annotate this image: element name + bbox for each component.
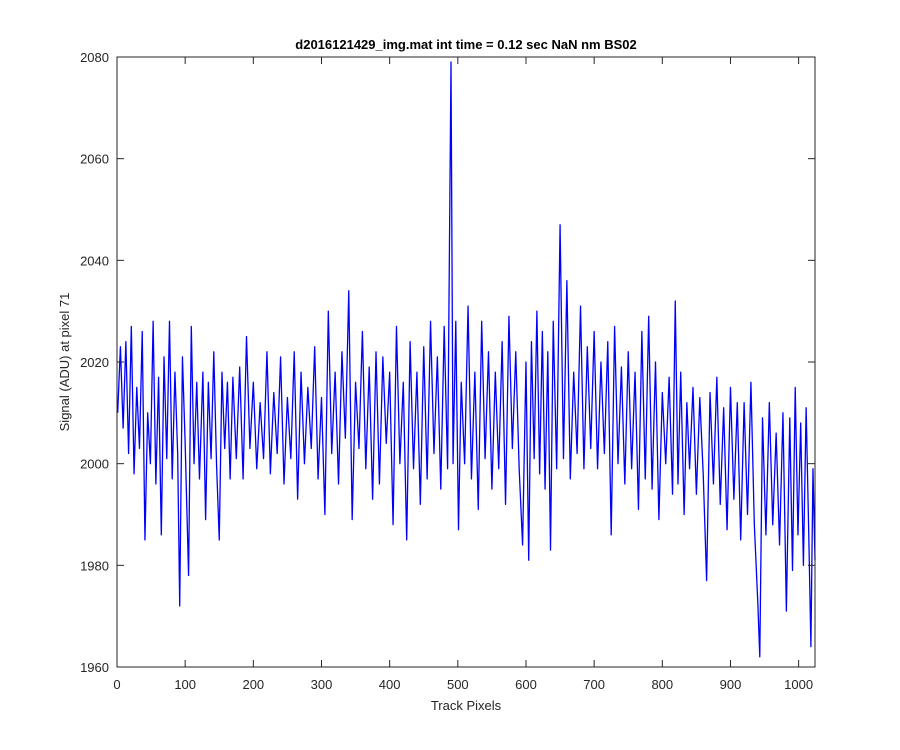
x-tick-label: 300 xyxy=(311,677,333,692)
x-tick-label: 800 xyxy=(651,677,673,692)
y-tick-label: 1980 xyxy=(80,558,109,573)
y-tick-label: 2040 xyxy=(80,253,109,268)
x-tick-label: 100 xyxy=(174,677,196,692)
x-tick-label: 200 xyxy=(242,677,264,692)
x-tick-label: 0 xyxy=(113,677,120,692)
x-tick-label: 1000 xyxy=(784,677,813,692)
x-tick-label: 600 xyxy=(515,677,537,692)
x-tick-label: 700 xyxy=(583,677,605,692)
y-axis-label: Signal (ADU) at pixel 71 xyxy=(57,293,72,432)
chart-title: d2016121429_img.mat int time = 0.12 sec … xyxy=(295,37,636,52)
y-tick-label: 2060 xyxy=(80,152,109,167)
x-tick-label: 400 xyxy=(379,677,401,692)
x-tick-label: 500 xyxy=(447,677,469,692)
data-line xyxy=(117,61,816,658)
y-tick-label: 1960 xyxy=(80,660,109,675)
x-axis-label: Track Pixels xyxy=(431,698,502,713)
y-tick-label: 2000 xyxy=(80,457,109,472)
y-tick-label: 2080 xyxy=(80,50,109,65)
y-tick-label: 2020 xyxy=(80,355,109,370)
x-tick-label: 900 xyxy=(720,677,742,692)
